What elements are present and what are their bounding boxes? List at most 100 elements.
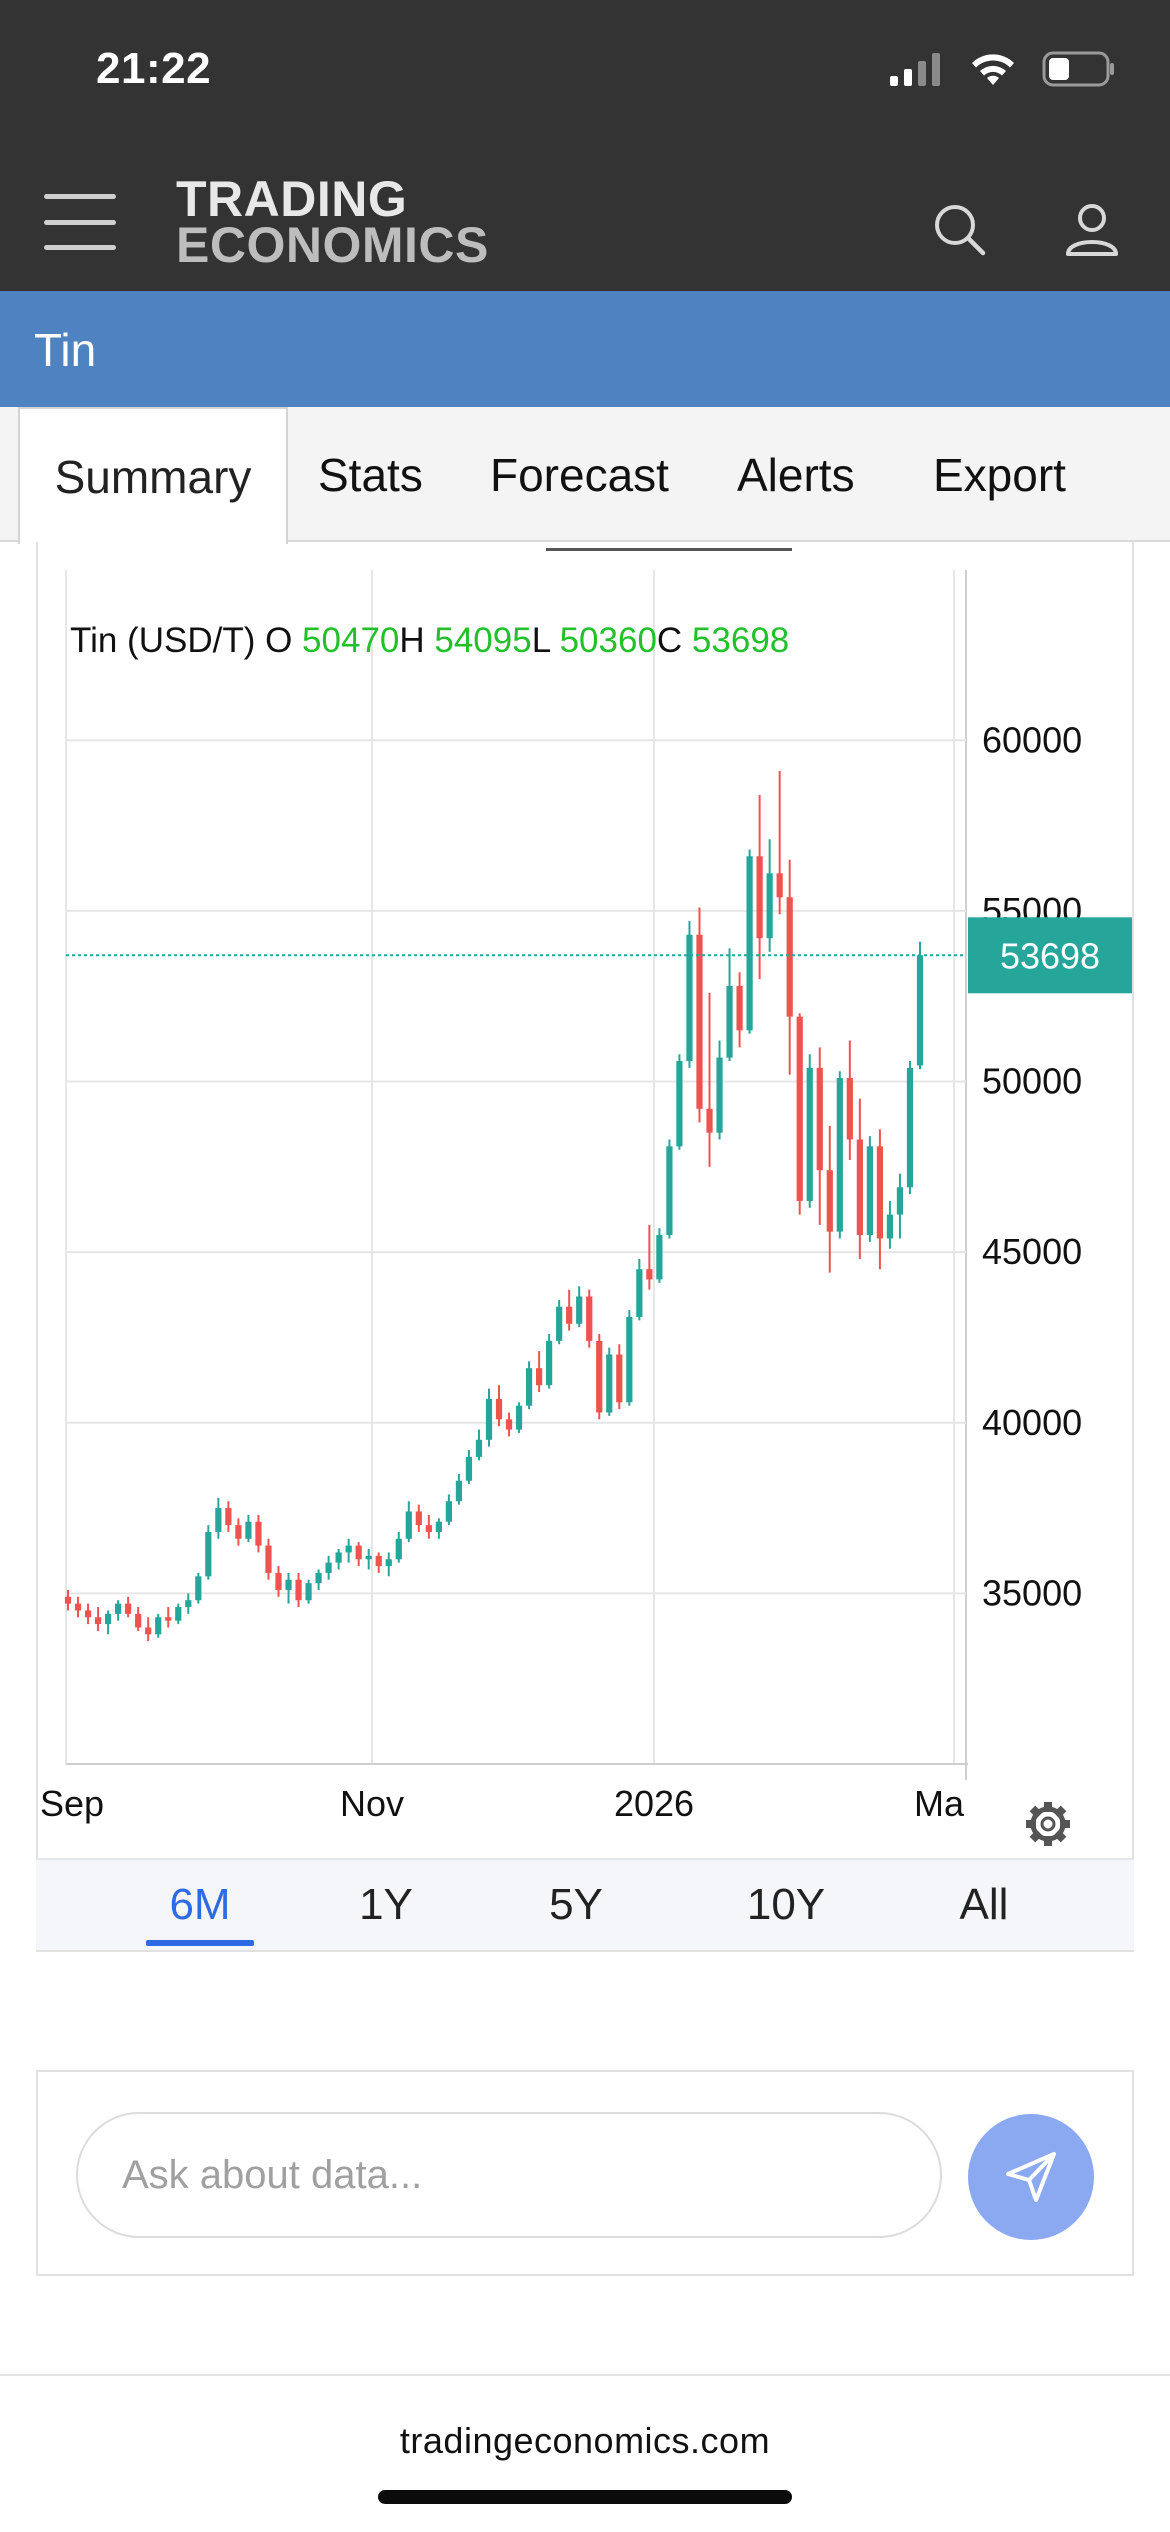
candle-body <box>215 1508 222 1532</box>
candle-body <box>305 1583 312 1601</box>
candle-body <box>295 1579 302 1601</box>
x-tick-label: Ma <box>914 1783 965 1824</box>
tab-forecast[interactable]: Forecast <box>490 448 669 501</box>
candle-body <box>405 1511 412 1539</box>
status-bar: 21:22 <box>0 0 1170 150</box>
search-icon[interactable] <box>930 200 990 260</box>
candle-body <box>836 1078 843 1232</box>
candle-body <box>115 1603 122 1614</box>
candle-body <box>165 1617 172 1621</box>
chart-panel: 60000 55000 50000 45000 40000 35000 53698 Tin (… <box>36 542 1134 1952</box>
candle-body <box>385 1559 392 1567</box>
logo-line-1: TRADING <box>176 171 408 227</box>
candle-body <box>786 897 793 1017</box>
candle-body <box>546 1340 553 1386</box>
candle-body <box>896 1187 904 1215</box>
candle-body <box>435 1521 442 1532</box>
ohlc-legend-part: 50360 <box>560 621 657 660</box>
ohlc-legend-part: L <box>532 621 560 660</box>
range-all-button[interactable]: All <box>959 1880 1009 1929</box>
candle-body <box>686 934 693 1062</box>
candle-body <box>525 1368 533 1406</box>
candle-body <box>285 1579 292 1590</box>
candle-body <box>505 1419 513 1430</box>
ohlc-legend: Tin (USD/T) O 50470H 54095L 50360C 53698 <box>70 621 789 660</box>
logo-line-2: ECONOMICS <box>176 217 489 273</box>
y-tick-label: 35000 <box>982 1572 1082 1613</box>
tab-stats[interactable]: Stats <box>318 448 423 501</box>
candle-body <box>155 1617 162 1635</box>
footer-link[interactable]: tradingeconomics.com <box>399 2420 771 2461</box>
footer: tradingeconomics.com <box>0 2374 1170 2532</box>
candle-body <box>566 1306 573 1324</box>
logo[interactable]: TRADING ECONOMICS <box>176 174 489 270</box>
candle-body <box>475 1439 483 1457</box>
candle-body <box>245 1521 252 1539</box>
candle-body <box>104 1613 112 1625</box>
candle-body <box>315 1572 322 1584</box>
gear-icon[interactable] <box>1026 1802 1070 1846</box>
tab-alerts[interactable]: Alerts <box>737 448 855 501</box>
candle-body <box>716 1057 723 1133</box>
candle-body <box>576 1296 583 1324</box>
range-5y-button[interactable]: 5Y <box>549 1880 603 1929</box>
range-10y-button[interactable]: 10Y <box>746 1880 826 1929</box>
status-time: 21:22 <box>96 44 212 93</box>
candle-body <box>696 934 703 1109</box>
ask-panel <box>36 2070 1134 2276</box>
y-tick-label: 40000 <box>982 1402 1082 1443</box>
user-icon[interactable] <box>1062 200 1122 260</box>
candle-body <box>736 985 743 1031</box>
ohlc-legend-part: C <box>657 621 692 660</box>
wifi-icon <box>972 54 1014 85</box>
candle-body <box>175 1607 182 1621</box>
candle-body <box>465 1456 473 1481</box>
candle-body <box>225 1508 232 1526</box>
candle-body <box>616 1354 623 1403</box>
candle-body <box>515 1405 523 1430</box>
candle-body <box>556 1306 563 1341</box>
candle-body <box>135 1613 142 1628</box>
candle-body <box>646 1269 653 1280</box>
range-1y-button[interactable]: 1Y <box>359 1880 413 1929</box>
candle-body <box>84 1610 92 1618</box>
gear-hub <box>1040 1816 1056 1832</box>
candle-body <box>64 1596 72 1604</box>
title-bar: Tin <box>0 291 1170 407</box>
candle-body <box>275 1572 282 1590</box>
candle-body <box>395 1538 402 1560</box>
candle-body <box>656 1235 663 1280</box>
ohlc-legend-part: 50470 <box>302 621 399 660</box>
tab-summary[interactable]: Summary <box>18 407 288 544</box>
candle-body <box>886 1214 894 1239</box>
range-selector: 6M 1Y 5Y 10Y All <box>36 1858 1134 1950</box>
candle-body <box>185 1600 192 1608</box>
candle-body <box>706 1108 713 1133</box>
candle-body <box>856 1139 863 1236</box>
candle-body <box>125 1603 132 1614</box>
candle-body <box>265 1545 272 1573</box>
candle-body <box>916 955 924 1066</box>
tab-bar: Summary Stats Forecast Alerts Export <box>0 407 1170 544</box>
candle-body <box>485 1398 493 1440</box>
candle-body <box>666 1146 673 1236</box>
send-button[interactable] <box>968 2114 1094 2240</box>
candle-body <box>455 1480 463 1502</box>
candle-body <box>74 1603 82 1611</box>
ohlc-legend-part: H <box>399 621 434 660</box>
y-tick-label: 45000 <box>982 1231 1082 1272</box>
range-6m-button[interactable]: 6M <box>146 1860 254 1950</box>
tab-export[interactable]: Export <box>933 448 1066 501</box>
ohlc-legend-part: 54095 <box>434 621 531 660</box>
candle-body <box>205 1531 212 1577</box>
x-tick-label: 2026 <box>614 1783 694 1824</box>
ask-input[interactable] <box>76 2112 942 2238</box>
tab-scroll-indicator <box>546 548 792 551</box>
candle-body <box>806 1067 813 1201</box>
last-price-badge <box>968 917 1132 994</box>
candle-body <box>94 1617 102 1625</box>
hamburger-icon[interactable] <box>44 194 116 250</box>
candle-body <box>766 873 773 939</box>
candle-body <box>255 1521 262 1546</box>
